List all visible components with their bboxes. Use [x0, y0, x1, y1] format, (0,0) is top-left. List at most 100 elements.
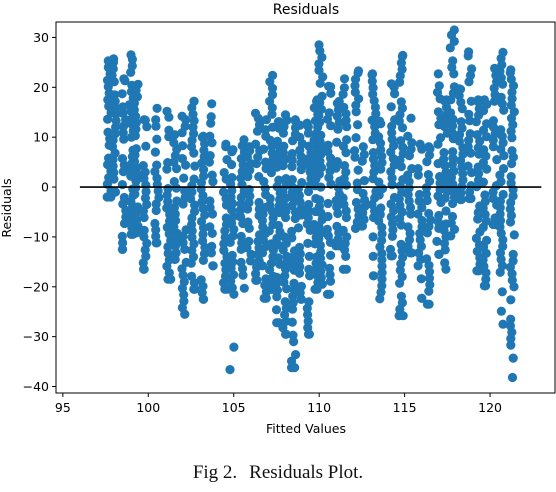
data-point [296, 210, 306, 220]
data-point [289, 278, 299, 288]
data-point [359, 150, 369, 160]
data-point [152, 103, 162, 113]
data-point [296, 165, 306, 175]
data-point [322, 289, 333, 299]
data-point [422, 299, 432, 309]
data-point [464, 109, 474, 119]
data-point [341, 115, 351, 125]
data-point [205, 222, 215, 232]
data-point [396, 239, 406, 249]
data-point [257, 261, 268, 271]
data-point [323, 198, 333, 209]
data-point [398, 50, 408, 61]
data-point [117, 231, 127, 241]
data-point [205, 202, 215, 213]
data-point [207, 170, 217, 180]
data-point [424, 273, 435, 283]
data-point [303, 128, 313, 138]
data-point [287, 155, 297, 165]
data-point [396, 97, 406, 107]
data-point [108, 161, 118, 171]
data-point [317, 91, 327, 101]
data-point [170, 241, 180, 251]
data-point [267, 90, 278, 100]
data-point [432, 236, 442, 246]
data-point [506, 314, 516, 324]
data-point [150, 218, 160, 229]
data-point [110, 129, 120, 139]
data-point [251, 275, 261, 285]
data-point [163, 248, 173, 258]
data-point [447, 211, 458, 222]
data-point [368, 89, 378, 99]
data-point [472, 266, 482, 276]
data-point [199, 171, 209, 181]
data-point [187, 232, 197, 242]
data-point [118, 128, 128, 138]
data-point [377, 158, 387, 168]
data-point [304, 141, 314, 151]
data-point [236, 257, 246, 267]
data-point [466, 96, 476, 106]
data-point [219, 168, 229, 178]
data-point [415, 139, 425, 149]
data-point [141, 141, 151, 151]
data-point [478, 177, 488, 187]
data-point [377, 261, 387, 271]
data-point [177, 154, 187, 164]
data-point [377, 274, 387, 284]
data-point [250, 108, 261, 118]
data-point [404, 183, 414, 193]
x-tick-label: 120 [478, 400, 502, 415]
x-axis-ticks: 95 100 105 110 115 120 [55, 393, 502, 415]
data-point [441, 206, 451, 216]
data-point [506, 65, 516, 75]
data-point [109, 54, 119, 64]
y-tick-label: 0 [41, 180, 49, 195]
data-point [111, 103, 121, 113]
data-point [367, 69, 378, 79]
data-point [350, 87, 360, 97]
data-point [293, 223, 304, 233]
data-point [294, 242, 305, 252]
data-point [254, 197, 264, 208]
data-point [433, 107, 443, 117]
data-point [323, 211, 333, 222]
data-point [169, 138, 179, 148]
data-point [227, 160, 237, 170]
data-point [507, 372, 518, 383]
data-point [386, 102, 396, 112]
data-point [488, 122, 499, 132]
data-point [360, 201, 370, 212]
data-point [198, 236, 208, 246]
data-point [499, 164, 509, 174]
data-point [338, 264, 348, 274]
data-point [295, 262, 305, 272]
data-point [498, 47, 508, 58]
data-point [189, 284, 199, 294]
data-point [304, 264, 314, 274]
data-point [417, 222, 427, 232]
data-point [229, 342, 239, 352]
data-point [456, 117, 466, 127]
data-point [150, 147, 160, 157]
data-point [508, 249, 518, 259]
data-point [414, 196, 424, 206]
data-point [496, 92, 506, 102]
data-point [375, 294, 385, 304]
data-point [413, 164, 423, 174]
data-point [189, 174, 199, 184]
data-point [287, 317, 297, 327]
data-point [416, 274, 426, 284]
data-point [368, 154, 379, 164]
data-point [294, 268, 305, 278]
data-point [287, 233, 297, 243]
data-point [371, 109, 381, 119]
data-point [508, 191, 518, 201]
data-point [251, 139, 261, 149]
data-point [208, 261, 218, 271]
data-point [119, 192, 129, 203]
data-point [433, 217, 443, 227]
figure-caption: Fig 2. Residuals Plot. [0, 462, 556, 484]
